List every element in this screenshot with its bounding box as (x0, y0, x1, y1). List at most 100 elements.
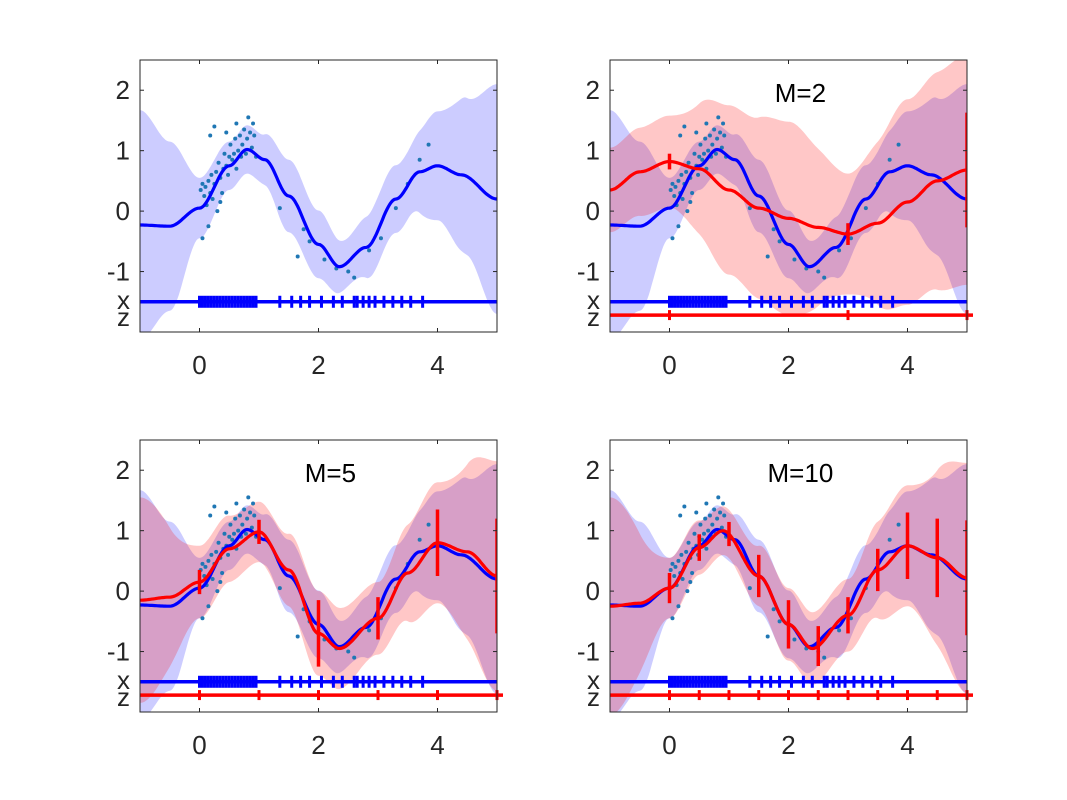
y-tick-label: 1 (586, 136, 600, 166)
data-point (240, 522, 245, 527)
data-point (707, 133, 712, 138)
data-point (668, 567, 673, 572)
y-tick-label: 1 (586, 516, 600, 546)
data-point (686, 160, 691, 165)
data-point (682, 504, 687, 509)
data-point (426, 522, 431, 527)
data-point (684, 549, 689, 554)
data-point (670, 561, 675, 566)
data-point (702, 531, 707, 536)
data-point (703, 136, 708, 141)
data-point (277, 586, 282, 591)
data-point (698, 142, 703, 147)
data-point (765, 634, 770, 639)
data-point (715, 136, 720, 141)
data-point (688, 200, 693, 205)
data-point (692, 531, 697, 536)
data-point (685, 589, 690, 594)
data-point (242, 507, 247, 512)
data-point (206, 604, 211, 609)
x-tick-label: 2 (781, 350, 795, 380)
data-point (676, 604, 681, 609)
y-tick-label: 0 (586, 196, 600, 226)
data-point (295, 634, 300, 639)
data-point (718, 130, 723, 135)
plot-area (610, 461, 967, 712)
data-point (208, 133, 213, 138)
data-point (672, 194, 677, 198)
data-point (322, 257, 327, 262)
data-point (206, 178, 211, 183)
data-point (700, 157, 705, 162)
data-point (837, 628, 842, 633)
data-point (251, 501, 256, 506)
data-point (718, 510, 723, 515)
x-tick-label: 2 (311, 350, 325, 380)
data-point (837, 248, 842, 253)
subplot-full-gp: 2 1 0 -1xz 0 2 4 (107, 59, 498, 380)
data-point (227, 534, 232, 539)
data-point (863, 206, 868, 211)
data-point (248, 130, 253, 135)
data-point (224, 510, 229, 515)
data-point (712, 127, 717, 132)
data-point (690, 570, 695, 575)
data-point (765, 254, 770, 259)
data-point (696, 172, 701, 177)
data-point (712, 507, 717, 512)
data-point (233, 516, 238, 521)
data-point (670, 616, 675, 621)
data-point (685, 209, 690, 214)
y-tick-label: 2 (586, 75, 600, 105)
data-point (682, 124, 687, 129)
data-point (673, 184, 678, 189)
plot-area (140, 457, 497, 712)
row-label-x: x (117, 285, 130, 315)
data-point (218, 200, 223, 205)
data-point (203, 184, 208, 189)
data-point (218, 580, 223, 585)
data-point (346, 649, 351, 654)
data-point (792, 257, 797, 262)
data-point (704, 546, 709, 551)
sparse-confidence-band (140, 457, 497, 703)
subplot-m2: 2 1 0 -1xz 0 2 4 M=2 (577, 59, 973, 380)
data-point (307, 239, 312, 244)
data-point (816, 269, 821, 274)
data-point (295, 254, 300, 259)
y-tick-label: 0 (116, 576, 130, 606)
data-point (228, 522, 233, 527)
data-point (710, 522, 715, 527)
data-point (822, 655, 827, 660)
data-point (202, 194, 207, 198)
data-point (707, 513, 712, 518)
data-point (206, 224, 211, 229)
data-point (236, 528, 241, 533)
data-point (352, 655, 357, 660)
row-label-x: x (117, 665, 130, 695)
data-point (242, 127, 247, 132)
x-tick-label: 4 (430, 730, 444, 760)
data-point (277, 206, 282, 211)
data-point (688, 580, 693, 585)
data-point (777, 239, 782, 244)
data-point (680, 577, 685, 582)
data-point (236, 148, 241, 153)
y-tick-label: -1 (107, 637, 130, 667)
data-point (680, 197, 685, 202)
data-point (668, 187, 673, 192)
data-point (214, 549, 219, 554)
data-point (686, 540, 691, 545)
data-point (715, 516, 720, 521)
data-point (706, 148, 711, 153)
data-point (678, 513, 683, 518)
data-point (378, 236, 383, 241)
x-tick-label: 4 (900, 350, 914, 380)
data-point (426, 142, 431, 147)
data-point (722, 513, 727, 518)
data-point (222, 151, 227, 156)
y-tick-label: 2 (116, 455, 130, 485)
data-point (240, 142, 245, 147)
data-point (200, 181, 205, 186)
